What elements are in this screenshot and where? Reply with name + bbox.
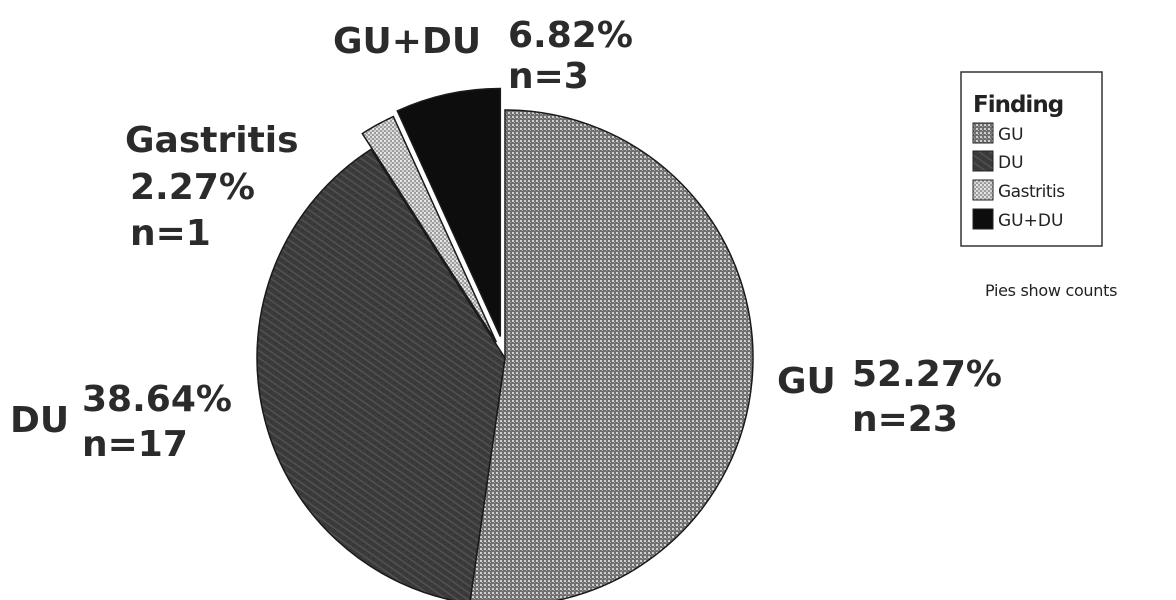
slice-label-gu-count: n=23 (852, 399, 958, 440)
slice-label-gu-du-count: n=3 (508, 56, 589, 97)
legend-swatch-gu-du (972, 208, 994, 230)
legend: Finding GU DU Gastritis GU+DU (960, 71, 1103, 247)
legend-entry-gu-du: GU+DU (998, 211, 1063, 231)
legend-entry-gu: GU (998, 125, 1024, 145)
pie-slice-gu-du (396, 87, 502, 337)
pie-slice-gastritis (361, 115, 498, 343)
slice-label-gu-name: GU (777, 361, 836, 402)
pie-slice-du (256, 148, 506, 600)
slice-label-du-count: n=17 (82, 424, 188, 465)
slice-label-gastritis-percent: 2.27% (130, 167, 255, 208)
slice-label-gu-du-name: GU+DU (333, 21, 481, 62)
legend-swatch-gastritis (972, 179, 994, 201)
slice-label-gastritis-name: Gastritis (125, 120, 299, 161)
slice-label-gu-du-percent: 6.82% (508, 15, 633, 56)
pie-slice-gu (469, 109, 754, 600)
slice-label-gastritis-count: n=1 (130, 213, 211, 254)
slice-labels: GU+DU 6.82% n=3 Gastritis 2.27% n=1 DU 3… (10, 15, 1002, 465)
pie-slices (256, 87, 754, 600)
legend-title: Finding (973, 92, 1063, 118)
pie-note: Pies show counts (985, 281, 1117, 300)
legend-swatch-du (972, 150, 994, 172)
legend-entry-gastritis: Gastritis (998, 182, 1065, 202)
legend-swatch-gu (972, 122, 994, 144)
slice-label-du-name: DU (10, 400, 69, 441)
legend-entry-du: DU (998, 153, 1024, 173)
slice-label-gu-percent: 52.27% (852, 354, 1002, 395)
slice-label-du-percent: 38.64% (82, 379, 232, 420)
